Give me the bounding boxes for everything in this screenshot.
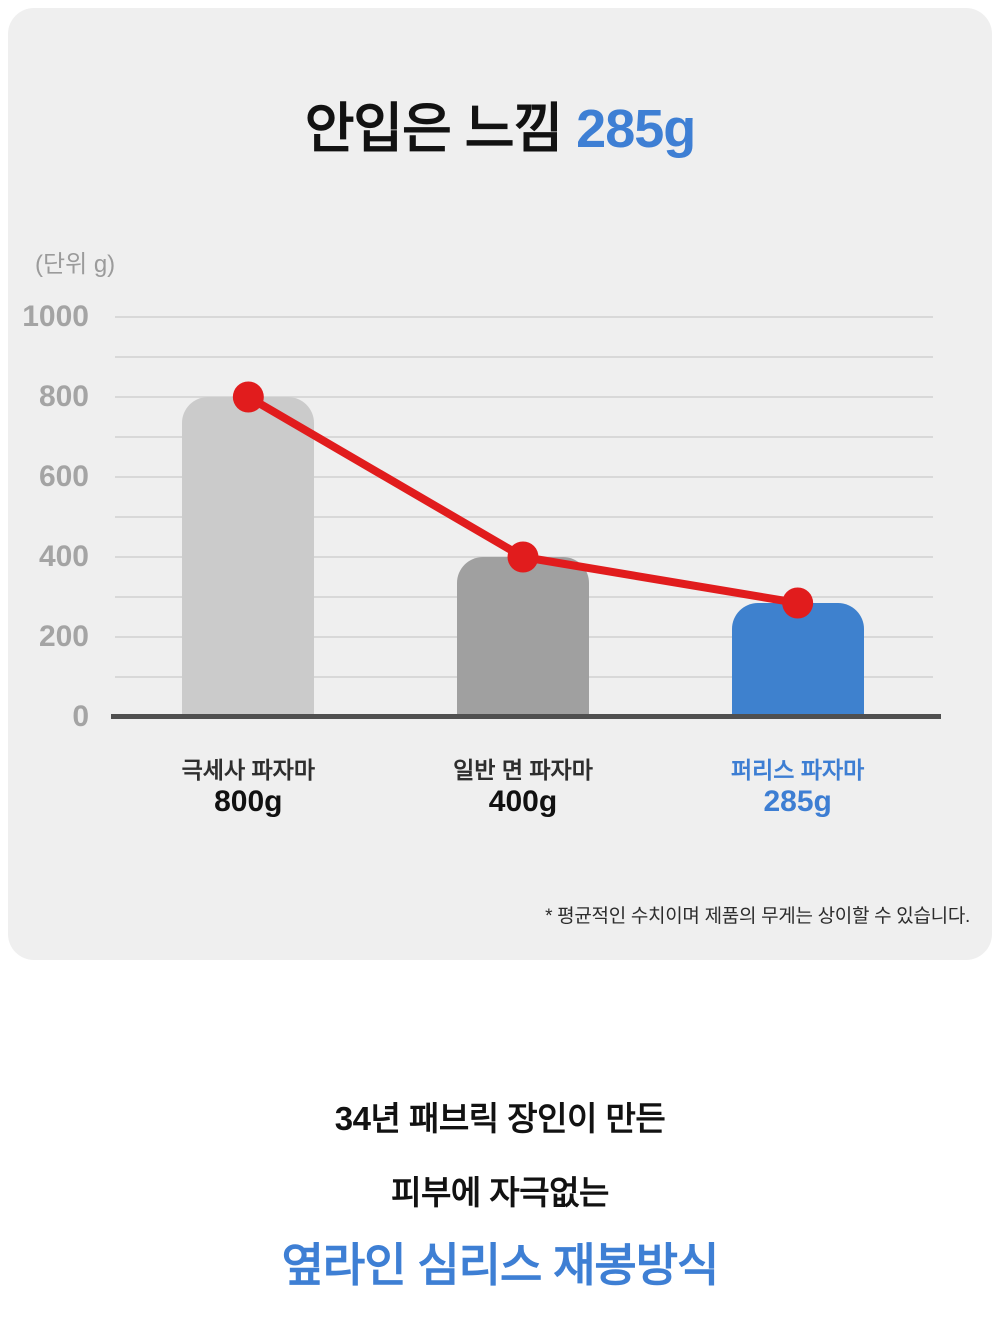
page-title-accent-weight: 285g [576, 99, 696, 159]
y-axis-tick-label: 600 [38, 460, 89, 493]
category-label: 극세사 파자마 [181, 757, 315, 783]
category-label: 일반 면 파자마 [453, 757, 593, 783]
chart-footnote: * 평균적인 수치이며 제품의 무게는 상이할 수 있습니다. [545, 906, 970, 927]
bottom-copy-line-1: 34년 패브릭 장인이 만든 [334, 1100, 666, 1137]
grid-line [115, 476, 933, 478]
bar-chart-plot: 0 200 400 600 800 1000 극세사 파자마 800g 일반 면 파자마 400g… [22, 300, 941, 818]
weight-chart-card: 안입은 느낌 285g (단위 g) 0 200 400 600 800 1000 극세사 … [8, 8, 992, 960]
bottom-copy-line-3: 옆라인 심리스 재봉방식 [281, 1239, 720, 1291]
trend-line-overlay [232, 381, 814, 619]
data-point-dot [232, 381, 264, 413]
x-axis-line [111, 714, 941, 719]
page-title: 안입은 느낌 285g [8, 84, 992, 163]
grid-line [115, 436, 933, 438]
grid-line [115, 316, 933, 318]
page-title-black: 안입은 느낌 [304, 99, 563, 159]
grid-line [115, 516, 933, 518]
value-label: 285g [763, 785, 832, 818]
category-label: 퍼리스 파자마 [730, 757, 865, 783]
value-label: 800g [214, 785, 283, 818]
bottom-copy-line-2: 피부에 자극없는 [391, 1174, 609, 1211]
y-axis-tick-label: 200 [38, 620, 89, 653]
value-label: 400g [488, 785, 558, 818]
data-point-dot [507, 541, 539, 573]
y-axis-tick-label: 1000 [22, 300, 89, 333]
grid-line [115, 356, 933, 358]
bar [182, 397, 315, 717]
data-point-dot [782, 587, 814, 619]
y-axis-unit-label: (단위 g) [35, 251, 116, 278]
bar [731, 603, 864, 717]
bar [457, 557, 589, 717]
y-axis-tick-label: 400 [38, 540, 89, 573]
grid-line [115, 396, 933, 398]
y-axis-tick-label: 800 [38, 380, 89, 413]
y-axis-tick-label: 0 [72, 700, 89, 733]
